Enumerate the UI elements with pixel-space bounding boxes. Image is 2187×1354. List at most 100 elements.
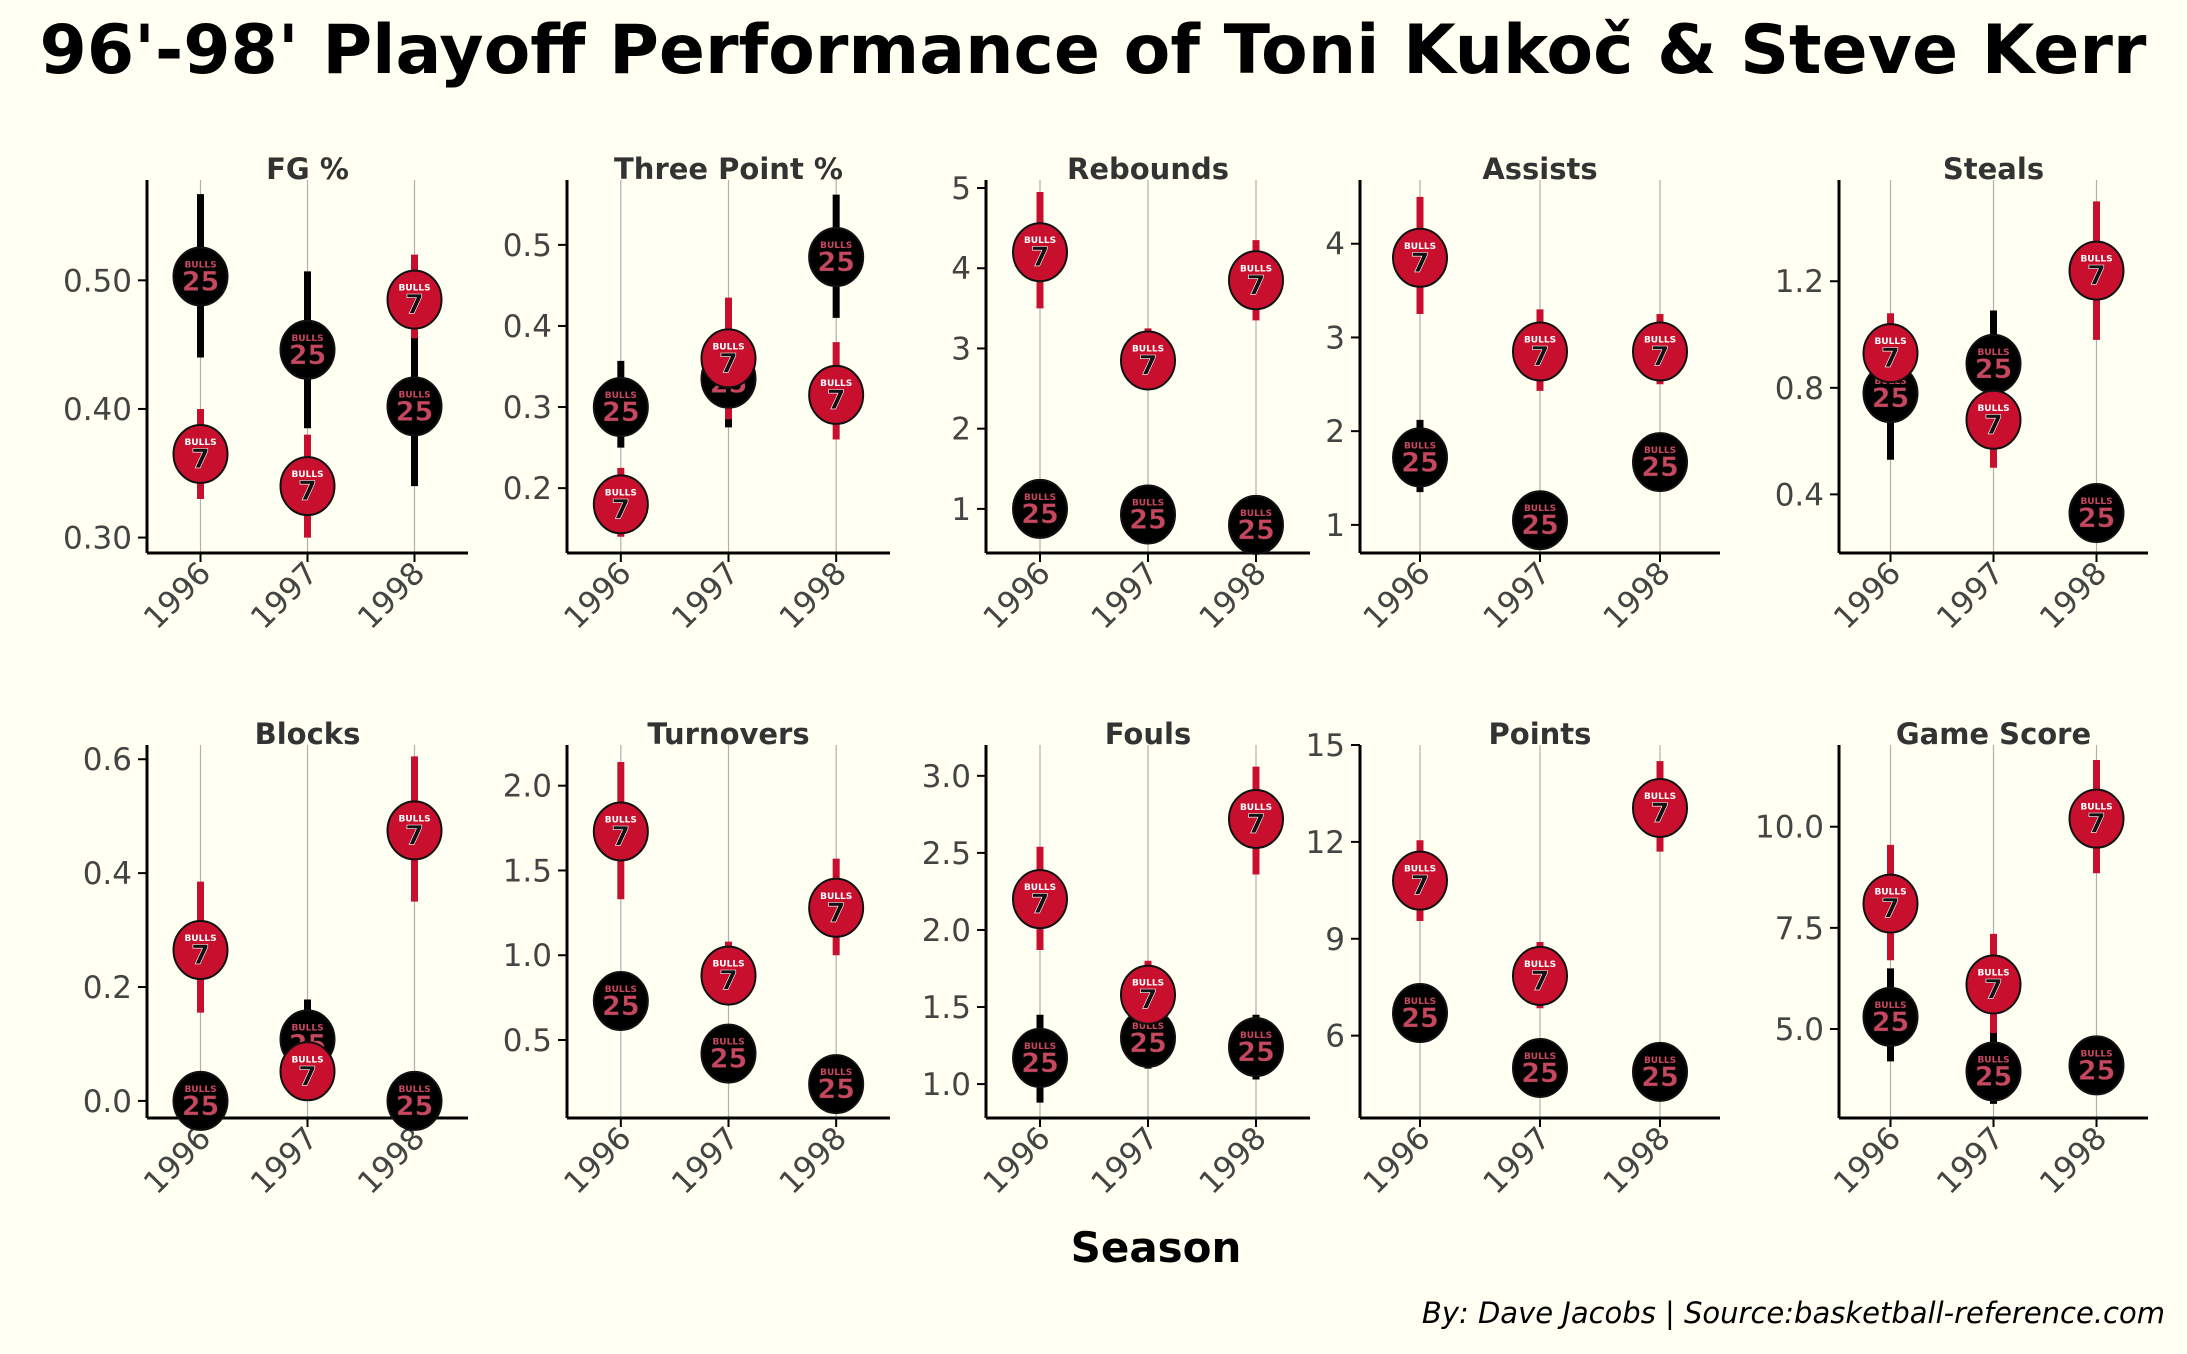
y-tick-label: 3.0 [922,759,971,795]
kerr-point-1998-disc [1228,1017,1284,1078]
y-tick-label: 0.2 [83,970,132,1006]
kukoc-point-1996-number: 7 [1411,871,1430,902]
kerr-point-1997-wordmark: BULLS [712,1038,744,1048]
kukoc-point-1998-disc [1228,788,1284,849]
kerr-point-1997-number: 25 [1521,1058,1559,1089]
kukoc-point-1998-wordmark: BULLS [820,892,852,902]
kerr-point-1996-disc [1862,986,1919,1047]
kerr-point-1998-wordmark: BULLS [1240,1031,1272,1041]
kerr-point-1997-wordmark: BULLS [1977,1055,2009,1065]
kukoc-point-1998-wordmark: BULLS [2080,255,2112,265]
x-tick-label: 1998 [773,1120,854,1201]
kerr-point-1998-wordmark: BULLS [398,390,430,400]
kerr-point-1997-disc [279,319,336,380]
y-tick-label: 5.0 [1775,1012,1824,1048]
kukoc-point-1998-wordmark: BULLS [1644,336,1676,346]
kukoc-point-1996-number: 7 [611,494,630,525]
kerr-point-1997-number: 25 [710,1044,748,1075]
chart-title: 96'-98' Playoff Performance of Toni Kuko… [40,11,2147,90]
kukoc-point-1996-wordmark: BULLS [1404,242,1436,252]
kukoc-point-1997-number: 7 [1139,350,1158,381]
y-tick-label: 3 [1325,320,1345,356]
kukoc-point-1997-disc [1965,954,2022,1015]
y-tick-label: 0.0 [83,1084,132,1120]
kerr-point-1996-wordmark: BULLS [1404,997,1436,1007]
kerr-point-1998-wordmark: BULLS [2080,497,2112,507]
kerr-point-1996-number: 25 [1401,1003,1439,1034]
kerr-point-1996-disc [1392,427,1448,488]
kerr-point-1996-number: 25 [602,991,640,1022]
kerr-point-1997-number: 25 [1129,504,1167,535]
kerr-point-1996-wordmark: BULLS [1404,441,1436,451]
kukoc-point-1996-disc [592,474,649,535]
kukoc-point-1997-number: 7 [1531,966,1550,997]
x-tick-label: 1996 [137,1120,218,1201]
kukoc-point-1998-disc [1228,250,1284,311]
kukoc-point-1996-number: 7 [191,444,210,475]
y-tick-label: 0.2 [503,471,552,507]
kukoc-point-1997-wordmark: BULLS [1132,979,1164,989]
x-tick-label: 1998 [1596,1120,1677,1201]
kukoc-point-1996-wordmark: BULLS [605,488,637,498]
kerr-point-1996-disc [1012,1027,1068,1088]
y-tick-label: 7.5 [1775,911,1824,947]
chart-caption: By: Dave Jacobs | Source:basketball-refe… [1422,1296,2165,1330]
kerr-point-1998-disc [2068,483,2125,544]
kerr-point-1997-disc [1512,490,1568,551]
kukoc-point-1996-number: 7 [1881,894,1900,925]
kukoc-point-1996-wordmark: BULLS [1874,888,1906,898]
kerr-point-1998-number: 25 [1237,515,1275,546]
y-tick-label: 4 [1325,227,1345,263]
x-tick-label: 1996 [976,555,1057,636]
kukoc-point-1998-number: 7 [405,820,424,851]
kukoc-point-1997-number: 7 [719,966,738,997]
kukoc-point-1998-wordmark: BULLS [1240,803,1272,813]
kerr-point-1997-wordmark: BULLS [1524,1052,1556,1062]
kukoc-point-1998-disc [386,269,443,330]
y-tick-label: 2.5 [922,836,971,872]
x-tick-label: 1998 [351,555,432,636]
kerr-point-1996-number: 25 [182,1091,220,1122]
kerr-point-1998-wordmark: BULLS [398,1085,430,1095]
kerr-point-1996-number: 25 [182,266,220,297]
kerr-point-1998-disc [808,227,865,288]
x-tick-label: 1996 [1827,1120,1908,1201]
x-tick-label: 1997 [1476,555,1557,636]
kerr-point-1998-number: 25 [2078,1055,2116,1086]
kerr-point-1996-wordmark: BULLS [1024,493,1056,503]
x-tick-label: 1998 [351,1120,432,1201]
kerr-point-1998-disc [2068,1035,2125,1096]
y-tick-label: 12 [1306,825,1345,861]
kukoc-point-1997-disc [1120,964,1176,1025]
kerr-point-1998-number: 25 [817,1074,855,1105]
x-tick-label: 1997 [665,1120,746,1201]
kukoc-point-1996-disc [1392,850,1448,911]
kerr-point-1997-wordmark: BULLS [1977,348,2009,358]
